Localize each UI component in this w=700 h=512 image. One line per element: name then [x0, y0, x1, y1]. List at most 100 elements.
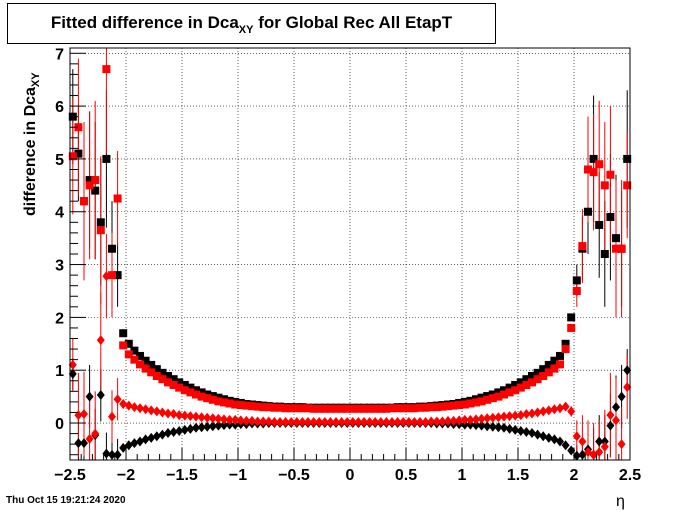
data-point-diamond [220, 414, 228, 425]
data-point-square [421, 403, 430, 412]
data-point-diamond [382, 416, 391, 427]
data-point-diamond [192, 422, 200, 433]
data-point-square [175, 378, 184, 387]
data-point-square [606, 213, 615, 222]
data-point-diamond [298, 416, 307, 427]
data-point-square [432, 403, 441, 412]
data-point-diamond [595, 436, 604, 447]
data-point-square [102, 154, 111, 163]
data-point-square [186, 388, 195, 397]
data-point-diamond [96, 390, 105, 401]
data-point-diamond [371, 416, 380, 427]
data-point-diamond [152, 406, 161, 417]
data-point-square [130, 346, 139, 355]
data-point-diamond [623, 382, 632, 393]
data-point-diamond [472, 420, 480, 431]
data-point-diamond [164, 428, 172, 439]
data-point-diamond [533, 429, 542, 440]
data-point-square [141, 364, 150, 373]
data-point-diamond [130, 402, 139, 413]
data-point-diamond [287, 416, 296, 427]
data-point-square [578, 242, 587, 251]
data-point-diamond [236, 415, 245, 426]
data-point-diamond [427, 416, 436, 427]
data-point-diamond [410, 416, 419, 427]
data-point-diamond [175, 410, 184, 421]
data-point-diamond [158, 407, 167, 418]
data-point-diamond [220, 420, 228, 431]
data-point-diamond [561, 401, 570, 412]
data-point-diamond [68, 368, 77, 379]
data-point-diamond [320, 416, 329, 427]
data-markers [68, 65, 632, 461]
data-point-square [113, 271, 122, 280]
y-tick-label: 0 [55, 416, 64, 433]
data-point-diamond [505, 423, 514, 434]
data-point-diamond [600, 441, 609, 452]
data-point-square [595, 220, 604, 229]
data-point-square [119, 329, 128, 338]
title-suffix: for Global Rec All EtapT [258, 13, 453, 32]
grid-lines [69, 48, 631, 460]
data-point-diamond [567, 406, 576, 417]
data-point-diamond [494, 412, 503, 423]
data-point-square [136, 360, 144, 369]
data-point-square [164, 372, 172, 381]
data-point-diamond [270, 416, 279, 427]
data-point-diamond [572, 431, 581, 442]
x-tick-label: 2 [570, 467, 579, 484]
data-point-square [169, 375, 178, 384]
data-point-diamond [483, 421, 492, 432]
data-point-diamond [180, 424, 189, 435]
data-point-diamond [96, 335, 105, 346]
data-point-diamond [365, 416, 374, 427]
data-point-diamond [612, 415, 620, 426]
data-point-diamond [528, 428, 536, 439]
data-point-diamond [175, 425, 184, 436]
data-point-square [483, 395, 492, 404]
data-point-square [511, 386, 520, 395]
data-point-square [180, 380, 189, 389]
x-tick-label: 0 [346, 467, 355, 484]
data-point-square [147, 360, 156, 369]
x-tick-label: 2.5 [619, 467, 641, 484]
data-point-square [169, 380, 178, 389]
data-point-diamond [444, 415, 452, 426]
data-point-square [348, 404, 357, 413]
data-point-diamond [147, 405, 156, 416]
data-point-diamond [281, 416, 290, 427]
data-point-diamond [556, 403, 564, 414]
data-point-square [472, 398, 480, 407]
y-tick-label: 2 [55, 310, 64, 327]
title-subscript: XY [238, 24, 254, 36]
data-point-diamond [108, 449, 116, 460]
x-tick-label: 1 [458, 467, 467, 484]
data-point-square [96, 218, 105, 227]
data-point-diamond [500, 422, 508, 433]
x-tick-label: −2.5 [54, 467, 86, 484]
data-point-diamond [533, 407, 542, 418]
y-tick-label: 4 [55, 205, 64, 222]
data-point-square [388, 404, 396, 413]
data-point-square [80, 197, 88, 206]
data-point-square [270, 403, 279, 412]
data-point-square [320, 404, 329, 413]
data-point-square [74, 149, 83, 158]
data-point-square [164, 378, 172, 387]
data-point-diamond [169, 409, 178, 420]
data-point-diamond [231, 414, 240, 425]
data-point-diamond [505, 411, 514, 422]
data-point-square [533, 368, 542, 377]
data-point-square [584, 165, 592, 174]
data-point-diamond [102, 271, 111, 282]
data-point-square [214, 397, 223, 406]
data-point-square [589, 168, 598, 177]
data-point-diamond [455, 415, 464, 426]
data-point-square [572, 276, 581, 285]
data-point-square [326, 404, 335, 413]
data-point-square [220, 398, 228, 407]
data-point-diamond [354, 416, 363, 427]
data-point-square [91, 186, 100, 195]
data-point-diamond [124, 400, 133, 411]
